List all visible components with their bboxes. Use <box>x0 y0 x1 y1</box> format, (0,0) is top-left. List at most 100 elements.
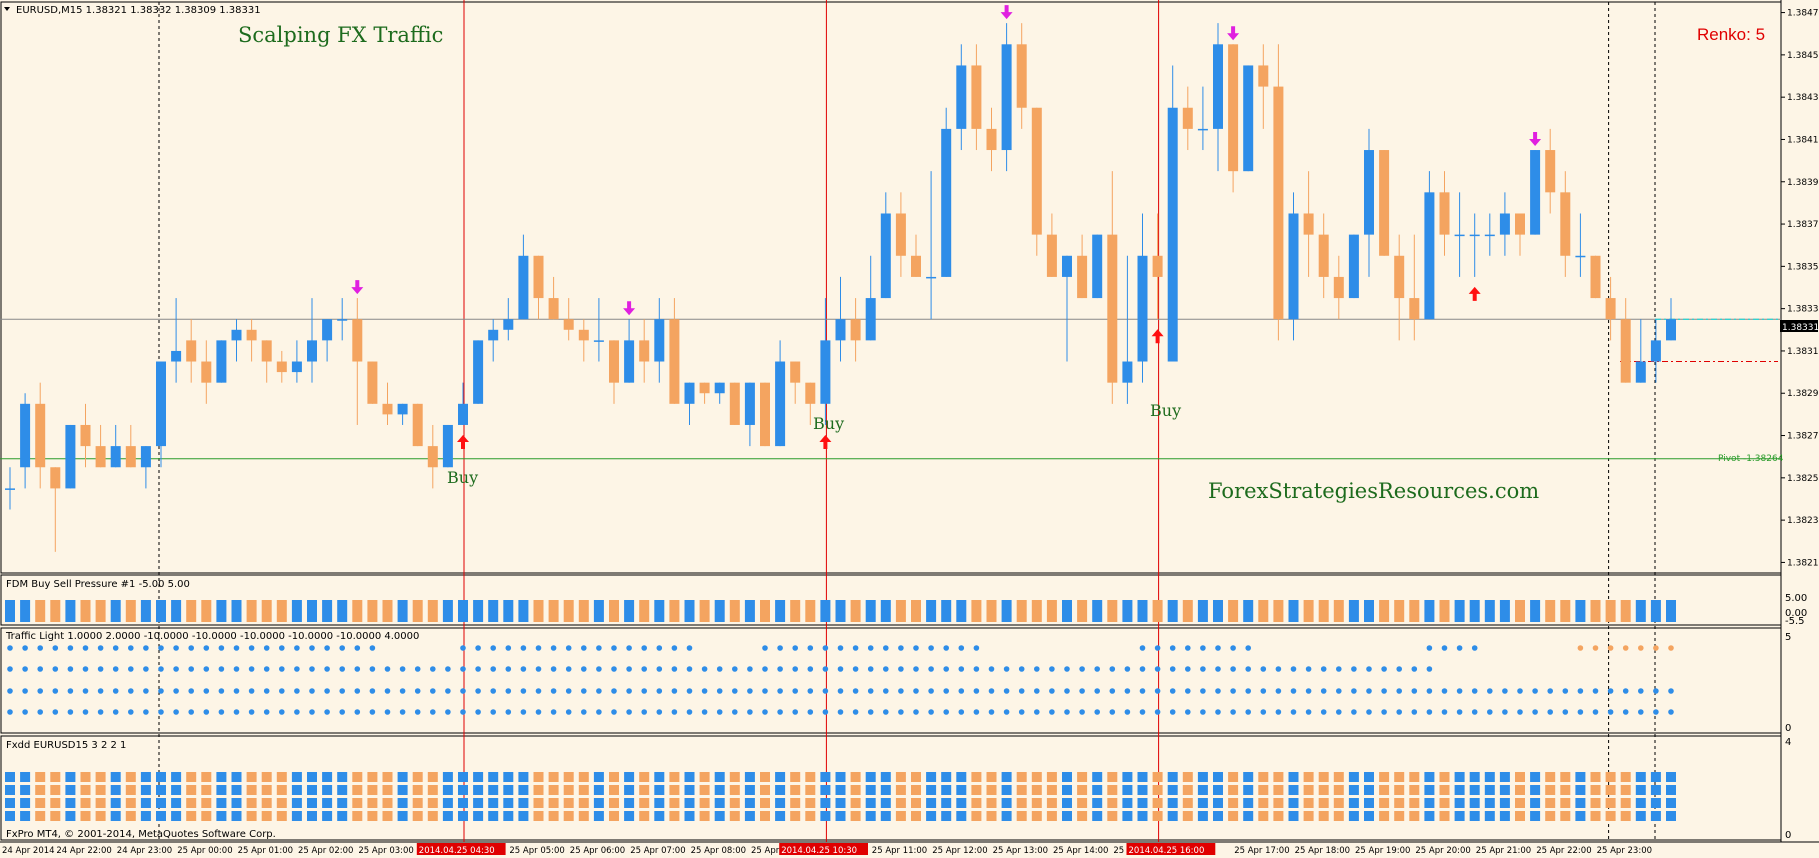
fxdd-square <box>1424 785 1435 795</box>
candle <box>1092 234 1103 299</box>
fxdd-square <box>291 811 302 821</box>
traffic-dot <box>1094 666 1100 672</box>
fxdd-square <box>276 798 287 808</box>
candle <box>1318 213 1329 299</box>
traffic-dot <box>1577 688 1584 694</box>
pressure-bar <box>714 600 725 622</box>
candle <box>1167 65 1178 362</box>
fxdd-square <box>397 798 408 808</box>
candle-body <box>322 319 333 341</box>
candlestick-series[interactable] <box>5 23 1676 552</box>
candle-body <box>1333 276 1344 299</box>
candle <box>699 382 710 404</box>
fxdd-square <box>669 772 680 782</box>
candle <box>775 340 786 447</box>
candle <box>382 382 393 425</box>
fxdd-square <box>1364 785 1374 795</box>
traffic-dot <box>218 666 225 672</box>
pressure-bar <box>1424 600 1435 622</box>
traffic-dot <box>1426 666 1433 672</box>
fxdd-square <box>775 798 786 808</box>
time-label: 25 Apr 23:00 <box>1597 846 1652 856</box>
pressure-bar <box>1515 600 1525 622</box>
traffic-dot <box>1622 645 1629 651</box>
traffic-dot <box>1245 709 1251 715</box>
candle-body <box>956 65 967 129</box>
fxdd-square <box>140 785 151 795</box>
traffic-dot <box>309 688 315 694</box>
fxdd-square <box>171 785 182 795</box>
candle <box>488 319 499 362</box>
fxdd-square <box>352 785 363 795</box>
price-tick-label: 1.38415 <box>1787 135 1819 145</box>
traffic-dot <box>354 666 361 672</box>
fxdd-square <box>533 772 544 782</box>
traffic-dot <box>1366 709 1372 715</box>
pressure-bar <box>110 600 121 622</box>
pressure-bar <box>684 600 695 622</box>
fxdd-square <box>35 798 46 808</box>
collapse-triangle-icon[interactable] <box>4 7 10 11</box>
pressure-bar <box>578 600 589 622</box>
candle <box>352 298 363 425</box>
fxdd-square <box>1469 772 1480 782</box>
traffic-dot <box>248 709 255 715</box>
candle <box>201 340 212 404</box>
price-tick-label: 1.38275 <box>1787 432 1819 442</box>
traffic-dot <box>1592 688 1599 694</box>
fxdd-square <box>1394 785 1405 795</box>
fxdd-square <box>1545 772 1556 782</box>
candle-body <box>986 128 997 151</box>
fxdd-square <box>322 811 333 821</box>
traffic-dot <box>294 666 300 672</box>
fxdd-square <box>503 798 514 808</box>
fxdd-square <box>458 811 468 821</box>
fxdd-square <box>1499 785 1510 795</box>
candle <box>1273 44 1284 341</box>
candle-body <box>895 213 906 256</box>
fxdd-square <box>1137 772 1148 782</box>
traffic-dot <box>898 709 904 715</box>
fxdd-square <box>1590 798 1601 808</box>
candle-body <box>35 403 46 468</box>
traffic-dot <box>37 688 43 694</box>
time-label: 25 Apr 07:00 <box>630 846 685 856</box>
traffic-dot <box>430 666 436 672</box>
traffic-dot <box>475 645 481 651</box>
pressure-bar <box>805 600 816 622</box>
traffic-dot <box>384 688 391 694</box>
traffic-dot <box>279 645 285 651</box>
time-label: 25 Apr 11:00 <box>872 846 927 856</box>
fxdd-square <box>865 811 876 821</box>
traffic-dot <box>701 709 708 715</box>
fxdd-square <box>790 772 801 782</box>
fxdd-square <box>956 811 967 821</box>
traffic-dot <box>143 645 149 651</box>
time-label: 2014.04.25 16:00 <box>1129 846 1205 856</box>
traffic-dot <box>973 688 980 694</box>
candle <box>956 44 967 151</box>
pressure-bar <box>1484 600 1495 622</box>
pressure-bar <box>1243 600 1254 622</box>
fxdd-square <box>1243 811 1254 821</box>
sell-arrow-icon <box>1227 26 1240 41</box>
panel-frame <box>0 627 1782 734</box>
traffic-dot <box>1502 709 1508 715</box>
traffic-dot <box>128 688 134 694</box>
fxdd-square <box>563 798 574 808</box>
candle-body <box>669 319 680 404</box>
traffic-dot <box>822 688 829 694</box>
fxdd-square <box>850 811 861 821</box>
fxdd-square <box>1092 798 1103 808</box>
time-highlight <box>416 843 506 855</box>
pressure-bar <box>1560 600 1571 622</box>
fxdd-square <box>473 772 484 782</box>
fxdd-square <box>1273 798 1284 808</box>
fxdd-square <box>1620 798 1631 808</box>
pressure-bar <box>1439 600 1450 622</box>
fxdd-square <box>654 772 665 782</box>
fxdd-square <box>1288 811 1299 821</box>
candle-body <box>714 382 725 394</box>
